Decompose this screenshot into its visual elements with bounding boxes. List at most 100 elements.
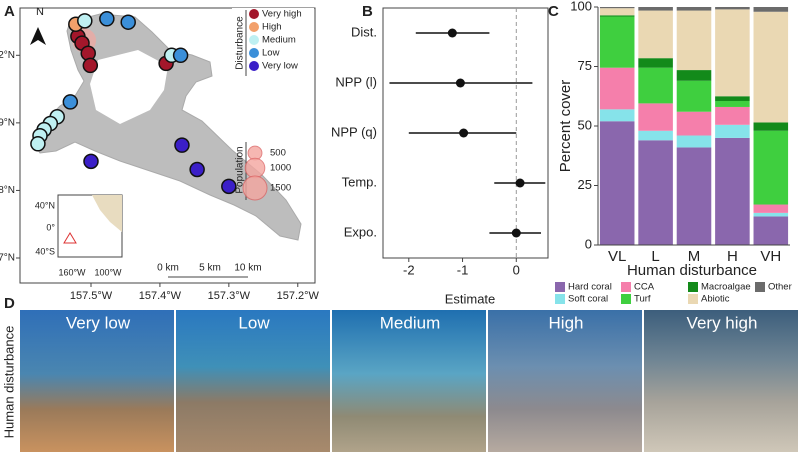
- legend-label: Medium: [262, 35, 296, 46]
- x-tick-label: 0: [513, 262, 520, 277]
- site: [82, 57, 99, 74]
- y-tick-label: 25: [578, 177, 592, 192]
- site: [221, 178, 237, 195]
- photo: [20, 310, 174, 452]
- bar-segment: [638, 103, 673, 131]
- bar-segment: [753, 130, 789, 205]
- legend-swatch: [688, 282, 698, 292]
- x-tick-label: 157.5°W: [70, 290, 113, 302]
- bar-segment: [676, 147, 712, 245]
- inset-marker: [63, 232, 77, 244]
- estimate-dot: [447, 28, 457, 38]
- bar-segment: [599, 67, 635, 110]
- y-tick-label: 100: [570, 0, 592, 13]
- y-tick-label: 2°N: [0, 50, 15, 61]
- legend-label: Very high: [262, 9, 302, 20]
- inset-label: 0°: [46, 222, 55, 232]
- category-label: NPP (q): [331, 124, 377, 139]
- x-tick-label: H: [727, 248, 738, 265]
- y-axis-label: Percent cover: [557, 80, 574, 173]
- size-legend-label: 1000: [270, 163, 291, 174]
- bar-segment: [753, 216, 789, 245]
- x-tick-label: VH: [760, 248, 781, 265]
- size-legend-circle: [244, 157, 266, 179]
- bar-segment: [599, 16, 635, 68]
- legend-swatch: [249, 22, 259, 32]
- panel-label: D: [4, 295, 15, 312]
- legend-label: Very low: [262, 61, 298, 72]
- photo: [644, 310, 798, 452]
- legend-label: Other: [768, 282, 792, 293]
- x-tick-label: -2: [403, 262, 415, 277]
- legend-label: Hard coral: [568, 282, 612, 293]
- north-label: N: [36, 6, 44, 18]
- photo-label: Very low: [66, 313, 131, 332]
- y-tick-label: 50: [578, 117, 592, 132]
- inset-label: 100°W: [94, 267, 122, 277]
- photo-axis-label: Human disturbance: [1, 326, 16, 439]
- y-tick-label: 0: [585, 236, 592, 251]
- bar-segment: [638, 140, 673, 245]
- legend-label: Macroalgae: [701, 282, 751, 293]
- bar-segment: [638, 58, 673, 68]
- bar-segment: [638, 67, 673, 104]
- y-tick-label: 1.8°N: [0, 185, 15, 196]
- legend-swatch: [555, 294, 565, 304]
- scale-label: 0 km: [157, 263, 179, 274]
- bar-segment: [676, 10, 712, 71]
- bar-segment: [753, 204, 789, 213]
- scale-label: 5 km: [199, 263, 221, 274]
- panel-label: B: [362, 3, 373, 20]
- bar-segment: [599, 121, 635, 245]
- photo: [332, 310, 486, 452]
- estimate-dot: [515, 178, 525, 188]
- panel-label: C: [548, 3, 559, 20]
- bar-segment: [638, 10, 673, 59]
- x-tick-label: L: [651, 248, 659, 265]
- photo: [176, 310, 330, 452]
- bar-segment: [715, 7, 750, 10]
- bar-segment: [715, 9, 750, 97]
- bar-segment: [676, 80, 712, 112]
- inset-land: [92, 195, 122, 232]
- bar-segment: [715, 137, 750, 245]
- panel-label: A: [4, 3, 15, 20]
- estimate-dot: [455, 78, 465, 88]
- inset-label: 160°W: [58, 267, 86, 277]
- photo-label: Very high: [687, 313, 758, 332]
- lagoon: [90, 50, 168, 124]
- estimate-dot: [459, 128, 469, 138]
- legend-swatch: [621, 294, 631, 304]
- bar-segment: [599, 109, 635, 122]
- inset-label: 40°S: [35, 246, 55, 256]
- site: [30, 136, 46, 152]
- plot-frame: [382, 7, 549, 259]
- x-tick-label: 157.4°W: [139, 290, 182, 302]
- legend-swatch: [249, 9, 259, 19]
- bar-segment: [715, 96, 750, 102]
- scale-label: 10 km: [234, 263, 261, 274]
- bar-segment: [715, 106, 750, 125]
- legend-label: CCA: [634, 282, 655, 293]
- site: [174, 137, 190, 153]
- photo: [488, 310, 642, 452]
- size-legend-label: 1500: [270, 183, 291, 194]
- legend-swatch: [621, 282, 631, 292]
- bar-segment: [676, 135, 712, 148]
- x-tick-label: VL: [608, 248, 626, 265]
- bar-segment: [715, 124, 750, 138]
- x-tick-label: -1: [457, 262, 469, 277]
- site: [77, 13, 93, 29]
- bar-segment: [715, 101, 750, 107]
- y-tick-label: 75: [578, 58, 592, 73]
- bar-segment: [676, 70, 712, 81]
- x-tick-label: 157.2°W: [277, 290, 320, 302]
- bar-segment: [599, 15, 635, 17]
- x-axis-label: Human disturbance: [627, 262, 757, 279]
- photo-label: High: [549, 313, 584, 332]
- inset-label: 40°N: [35, 200, 55, 210]
- legend-label: Turf: [634, 294, 651, 305]
- legend-swatch: [249, 48, 259, 58]
- site: [99, 11, 115, 27]
- site: [189, 161, 205, 178]
